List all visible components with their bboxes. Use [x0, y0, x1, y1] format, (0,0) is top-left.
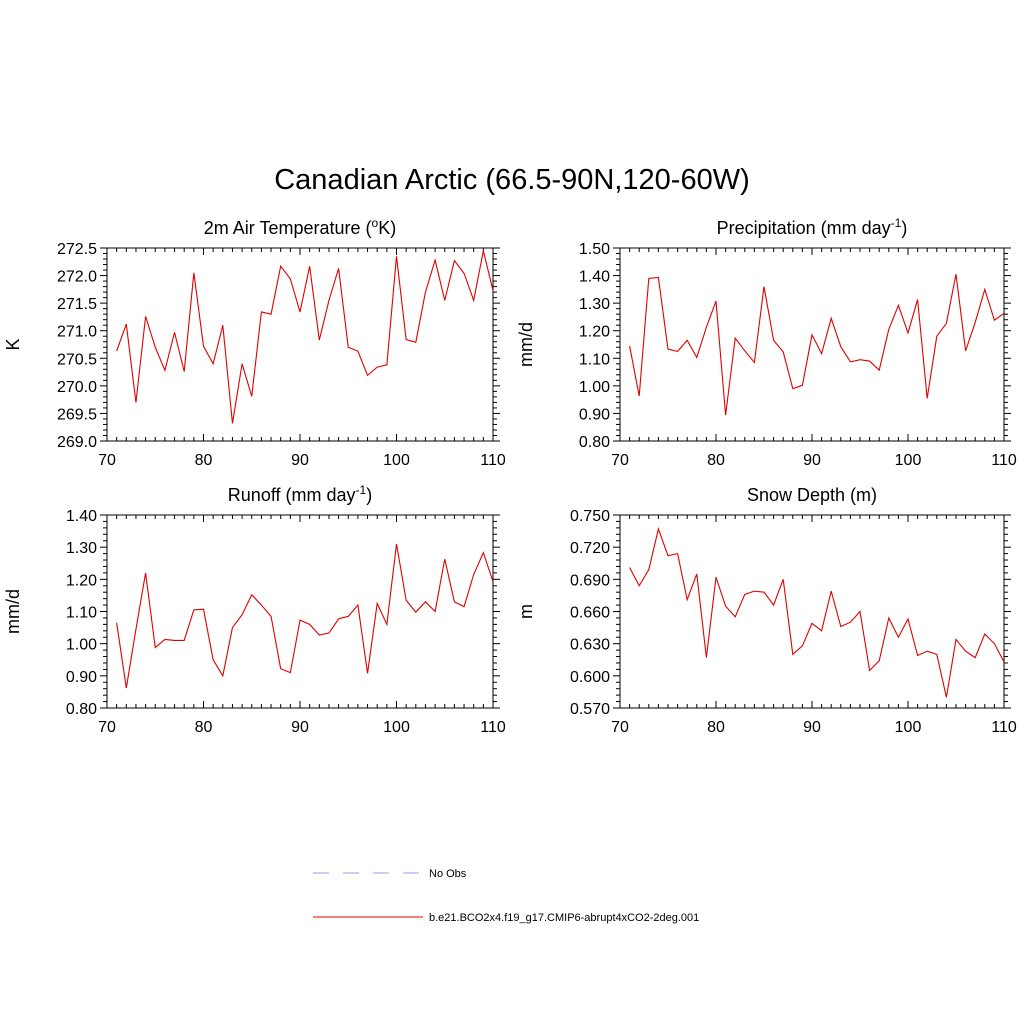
y-tick-label: 0.690: [570, 572, 610, 589]
x-tick-label: 80: [195, 719, 213, 736]
panel-title-end: ): [366, 485, 372, 505]
y-axis-label: K: [3, 338, 23, 350]
panel-title: Runoff (mm day-1): [228, 483, 372, 505]
panel-title: 2m Air Temperature (oK): [204, 216, 396, 238]
y-tick-label: 1.40: [579, 269, 610, 286]
x-tick-label: 100: [383, 452, 410, 469]
y-tick-label: 1.30: [579, 296, 610, 313]
y-tick-label: 1.30: [66, 540, 97, 557]
series-line: [629, 527, 1005, 698]
x-tick-label: 110: [991, 719, 1017, 736]
y-tick-label: 269.0: [57, 434, 97, 451]
x-tick-label: 110: [480, 452, 506, 469]
chart-panel-3: 70 80 90 100 110 0.80 0.90 1.00 1.10 1.20 1.30 1.40…: [3, 483, 506, 736]
legend-label: No Obs: [429, 868, 467, 880]
x-tick-label: 110: [480, 719, 506, 736]
series-line: [116, 543, 494, 689]
panel-title-superscript: -1: [891, 216, 902, 230]
y-tick-label: 1.10: [66, 605, 97, 622]
y-tick-label: 270.0: [57, 379, 97, 396]
x-tick-label: 90: [291, 719, 309, 736]
y-axis-label: m: [516, 604, 536, 619]
y-tick-label: 0.90: [579, 406, 610, 423]
panel-title-end: ): [901, 218, 907, 238]
y-axis-label: mm/d: [3, 589, 23, 634]
panel-title-text: Runoff (mm day: [228, 485, 356, 505]
y-tick-label: 1.40: [66, 508, 97, 525]
panel-title: Snow Depth (m): [747, 485, 877, 505]
legend: No Obs b.e21.BCO2x4.f19_g17.CMIP6-abrupt4…: [313, 868, 699, 924]
x-tick-label: 80: [707, 719, 725, 736]
x-tick-label: 90: [803, 719, 821, 736]
plot-frame: [106, 247, 494, 442]
y-tick-label: 1.20: [66, 572, 97, 589]
plot-frame: [619, 514, 1005, 709]
y-tick-label: 1.00: [579, 379, 610, 396]
y-tick-label: 0.90: [66, 669, 97, 686]
y-tick-label: 1.00: [66, 637, 97, 654]
y-tick-label: 272.5: [57, 241, 97, 258]
x-tick-label: 70: [98, 452, 116, 469]
panel-title-superscript: o: [372, 216, 379, 230]
chart-panel-4: 70 80 90 100 110 0.570 0.600 0.630 0.660 0.690 0.7…: [516, 485, 1017, 736]
y-tick-label: 1.10: [579, 351, 610, 368]
y-tick-label: 0.660: [570, 605, 610, 622]
y-tick-label: 270.5: [57, 351, 97, 368]
x-tick-label: 100: [895, 719, 922, 736]
x-tick-label: 70: [611, 719, 629, 736]
y-tick-label: 271.0: [57, 324, 97, 341]
y-tick-label: 0.80: [579, 434, 610, 451]
chart-panel-2: 70 80 90 100 110 0.80 0.90 1.00 1.10 1.20 1.30 1.40…: [516, 216, 1017, 469]
x-tick-label: 100: [895, 452, 922, 469]
y-tick-label: 0.600: [570, 669, 610, 686]
y-axis-label: mm/d: [516, 322, 536, 367]
x-tick-label: 90: [803, 452, 821, 469]
figure-title: Canadian Arctic (66.5-90N,120-60W): [274, 164, 750, 196]
legend-label: b.e21.BCO2x4.f19_g17.CMIP6-abrupt4xCO2-2…: [429, 912, 699, 924]
y-tick-label: 0.80: [66, 701, 97, 718]
panel-title-text: Snow Depth (m): [747, 485, 877, 505]
y-tick-label: 1.20: [579, 324, 610, 341]
panel-title-text: Precipitation (mm day: [717, 218, 891, 238]
x-tick-label: 100: [383, 719, 410, 736]
x-tick-label: 80: [707, 452, 725, 469]
y-tick-label: 269.5: [57, 406, 97, 423]
y-tick-label: 272.0: [57, 269, 97, 286]
y-tick-label: 271.5: [57, 296, 97, 313]
series-line: [116, 250, 494, 424]
y-tick-label: 0.630: [570, 637, 610, 654]
plot-frame: [619, 247, 1005, 442]
series-line: [629, 274, 1005, 416]
chart-panel-1: 70 80 90 100 110 269.0 269.5 270.0 270.5 271.0 271…: [3, 216, 506, 469]
y-tick-label: 1.50: [579, 241, 610, 258]
y-tick-label: 0.570: [570, 701, 610, 718]
x-tick-label: 90: [291, 452, 309, 469]
x-tick-label: 70: [611, 452, 629, 469]
y-tick-label: 0.750: [570, 508, 610, 525]
x-tick-label: 80: [195, 452, 213, 469]
panel-title-end: K): [378, 218, 396, 238]
x-tick-label: 70: [98, 719, 116, 736]
x-tick-label: 110: [991, 452, 1017, 469]
y-tick-label: 0.720: [570, 540, 610, 557]
panel-title-superscript: -1: [356, 483, 367, 497]
panel-title-text: 2m Air Temperature (: [204, 218, 372, 238]
panel-title: Precipitation (mm day-1): [717, 216, 908, 238]
